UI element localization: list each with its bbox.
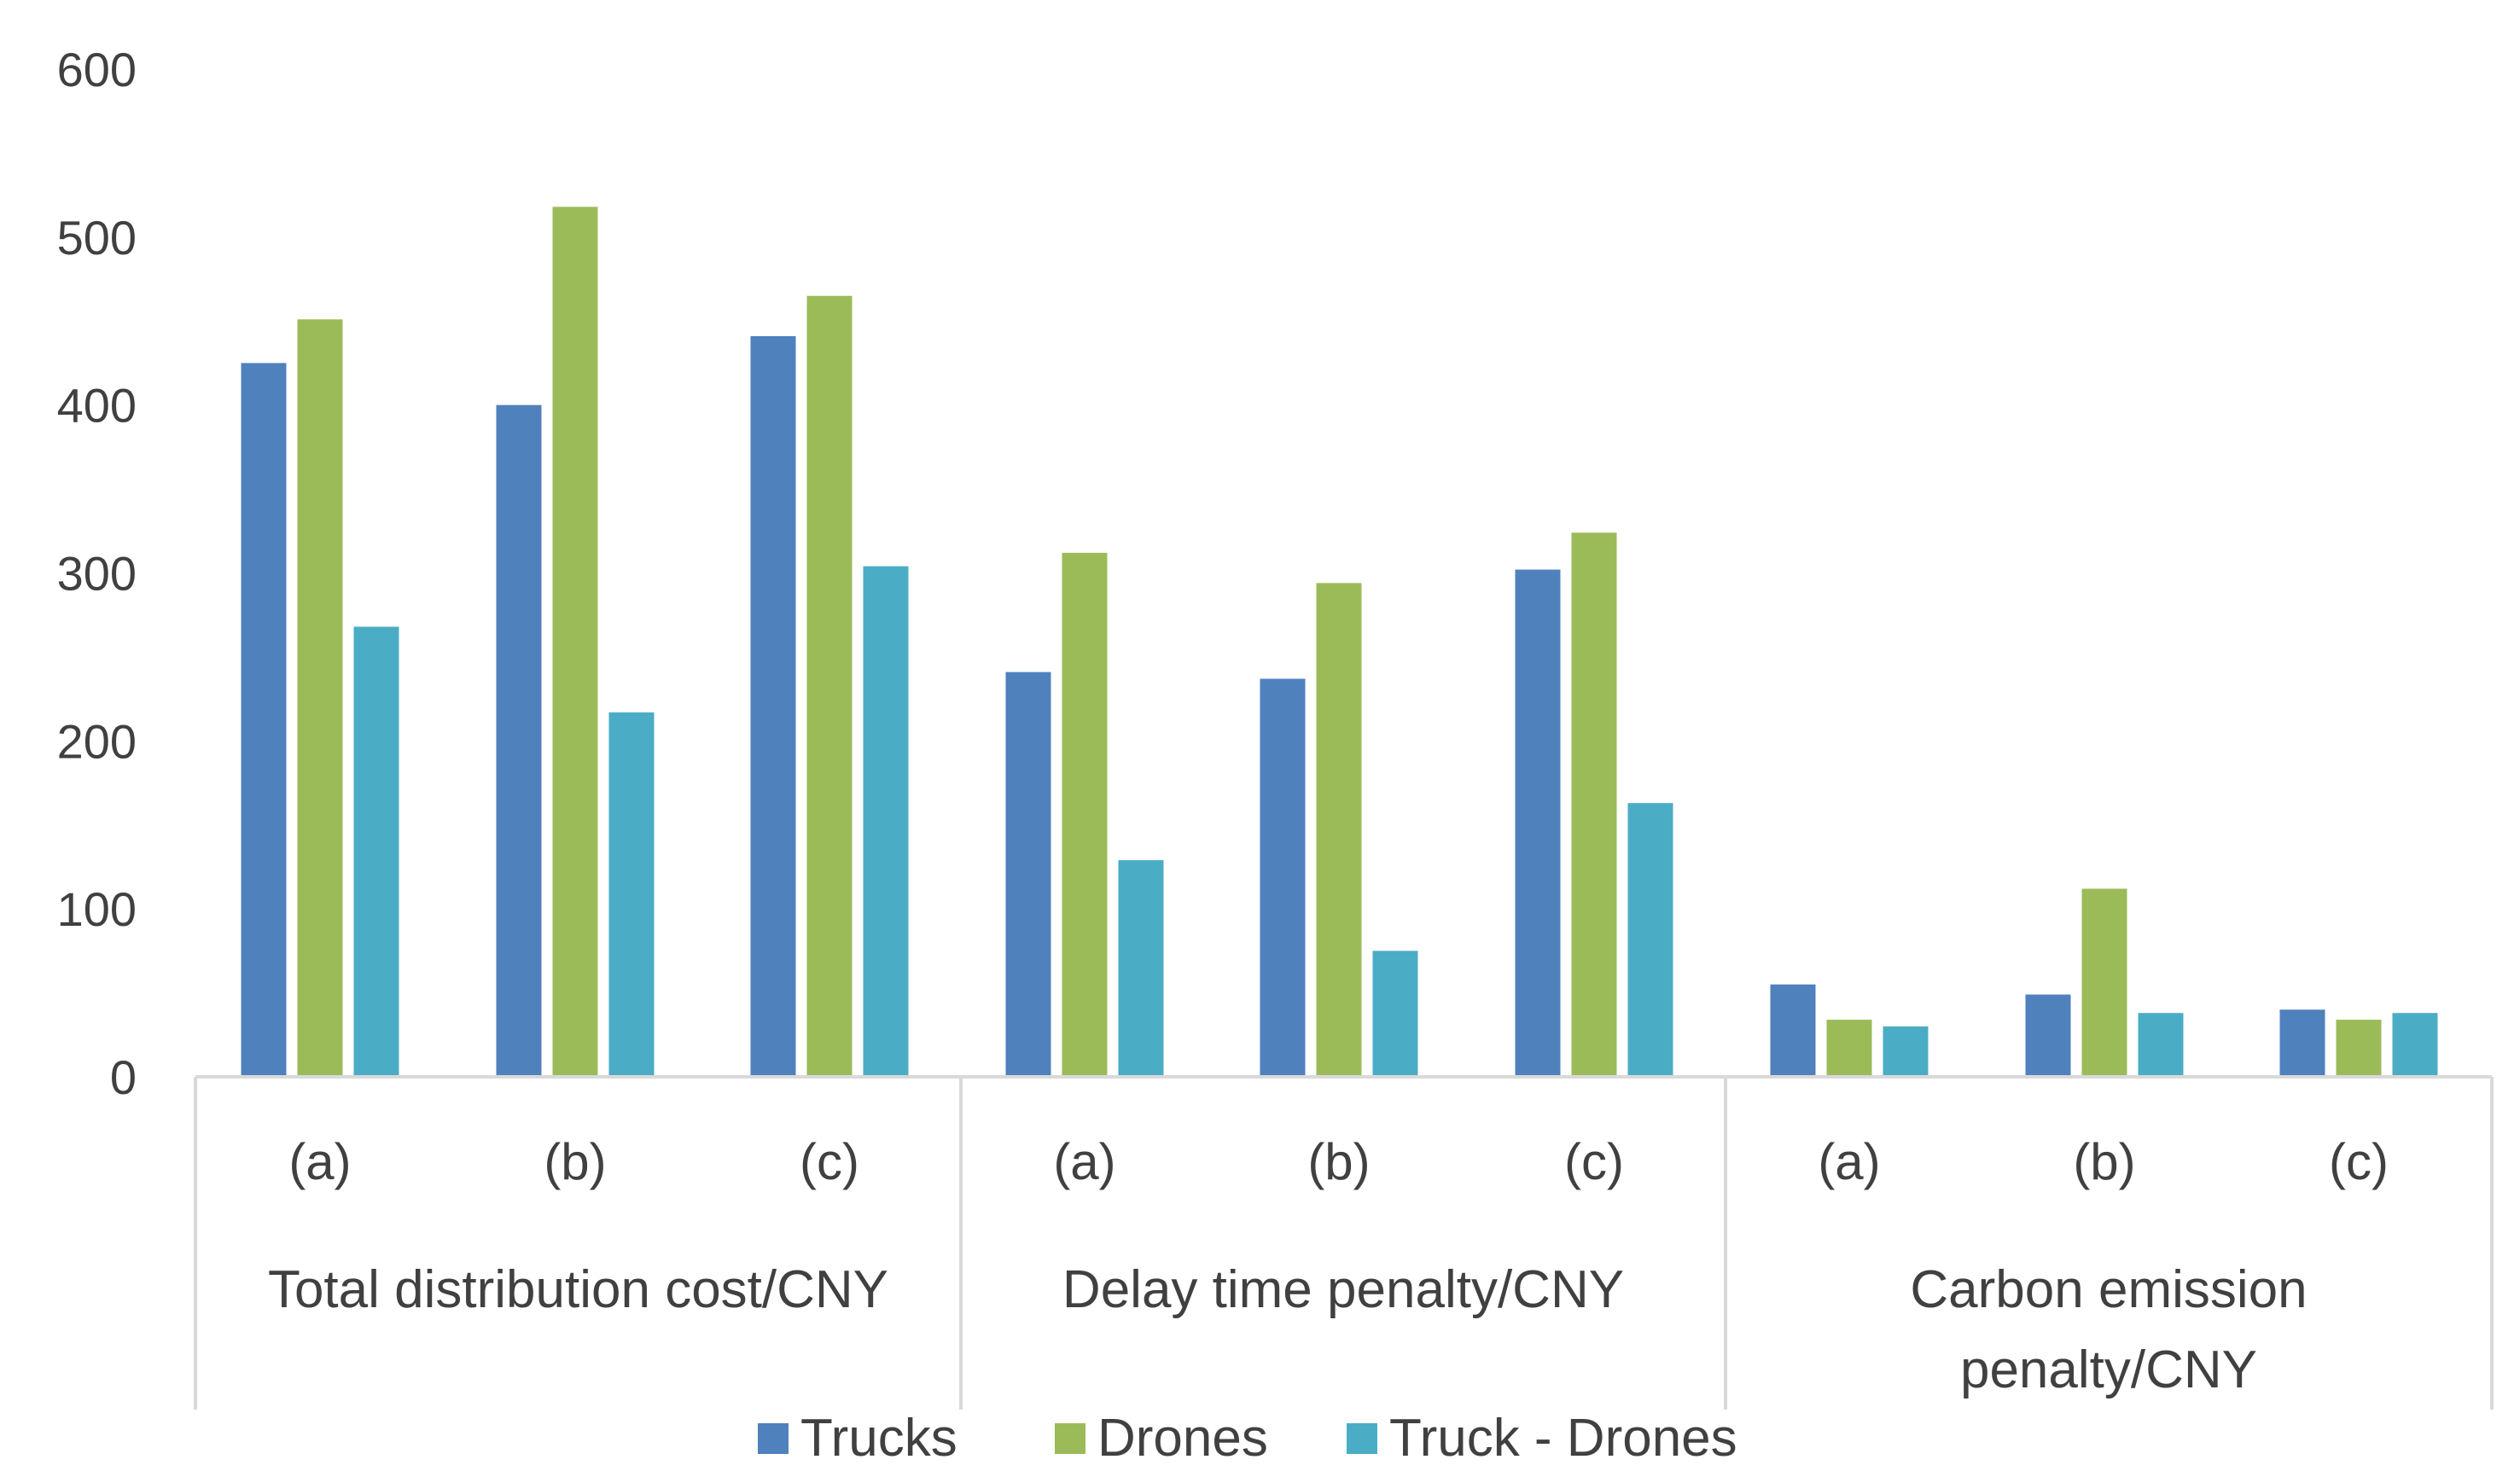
y-tick-label-0: 0 (110, 1050, 137, 1104)
y-tick-label-500: 500 (57, 211, 137, 265)
bar-truck-drones-4 (1372, 951, 1418, 1077)
x-tick-label-2-b: (b) (2073, 1133, 2135, 1190)
bar-trucks-2 (750, 335, 796, 1078)
bar-drones-2 (806, 295, 853, 1078)
legend-swatch-drones (1055, 1423, 1085, 1454)
bar-trucks-5 (1515, 569, 1561, 1077)
x-tick-label-0-b: (b) (544, 1133, 606, 1190)
bar-drones-1 (552, 206, 598, 1078)
bar-truck-drones-3 (1118, 860, 1164, 1077)
x-axis-labels: (a) (b) (c) Total distribution cost/CNY (a) (… (268, 1133, 2389, 1399)
bar-truck-drones-7 (2138, 1013, 2184, 1077)
bar-drones-6 (1826, 1020, 1872, 1077)
y-tick-label-300: 300 (57, 547, 137, 601)
bar-trucks-7 (2025, 994, 2071, 1077)
x-axis (194, 1075, 2494, 1410)
bar-drones-7 (2081, 888, 2127, 1077)
x-tick-label-0-a: (a) (288, 1133, 351, 1190)
bar-drones-5 (1571, 532, 1617, 1077)
bar-drones-0 (297, 319, 343, 1077)
x-group-label-0: Total distribution cost/CNY (268, 1260, 888, 1319)
y-tick-label-100: 100 (57, 882, 137, 936)
x-group-label-2-line-0: Carbon emission (1910, 1260, 2307, 1319)
y-tick-label-400: 400 (57, 379, 137, 433)
y-tick-label-200: 200 (57, 714, 137, 768)
legend-label-truck-drones: Truck - Drones (1389, 1409, 1737, 1468)
x-group-label-1: Delay time penalty/CNY (1062, 1260, 1624, 1319)
bar-trucks-3 (1005, 672, 1051, 1077)
bar-truck-drones-2 (863, 566, 909, 1077)
legend-label-drones: Drones (1097, 1409, 1268, 1468)
x-tick-label-1-b: (b) (1307, 1133, 1370, 1190)
x-tick-label-2-c: (c) (2329, 1133, 2389, 1190)
bar-truck-drones-0 (353, 626, 399, 1077)
x-tick-label-0-c: (c) (800, 1133, 859, 1190)
x-tick-label-1-c: (c) (1564, 1133, 1624, 1190)
x-group-label-2-line-1: penalty/CNY (1960, 1340, 2257, 1399)
legend-label-trucks: Trucks (800, 1409, 957, 1468)
bar-drones-8 (2336, 1020, 2382, 1077)
legend-swatch-trucks (758, 1423, 789, 1454)
bar-truck-drones-8 (2392, 1013, 2438, 1077)
bar-truck-drones-6 (1883, 1026, 1929, 1077)
bars (241, 206, 2438, 1078)
bar-truck-drones-5 (1627, 803, 1673, 1077)
bar-trucks-0 (241, 363, 287, 1077)
bar-trucks-1 (496, 404, 542, 1078)
x-tick-label-1-a: (a) (1053, 1133, 1115, 1190)
bar-trucks-4 (1260, 678, 1306, 1077)
bar-drones-3 (1062, 552, 1108, 1077)
bar-trucks-8 (2279, 1009, 2325, 1077)
y-tick-label-600: 600 (57, 43, 137, 96)
legend-swatch-truck-drones (1347, 1423, 1377, 1454)
bar-trucks-6 (1770, 984, 1816, 1077)
x-tick-label-2-a: (a) (1818, 1133, 1880, 1190)
bar-drones-4 (1316, 583, 1362, 1077)
legend: Trucks Drones Truck - Drones (758, 1409, 1737, 1468)
bar-truck-drones-1 (608, 712, 655, 1077)
y-axis-ticks: 0 100 200 300 400 500 600 (57, 43, 137, 1104)
